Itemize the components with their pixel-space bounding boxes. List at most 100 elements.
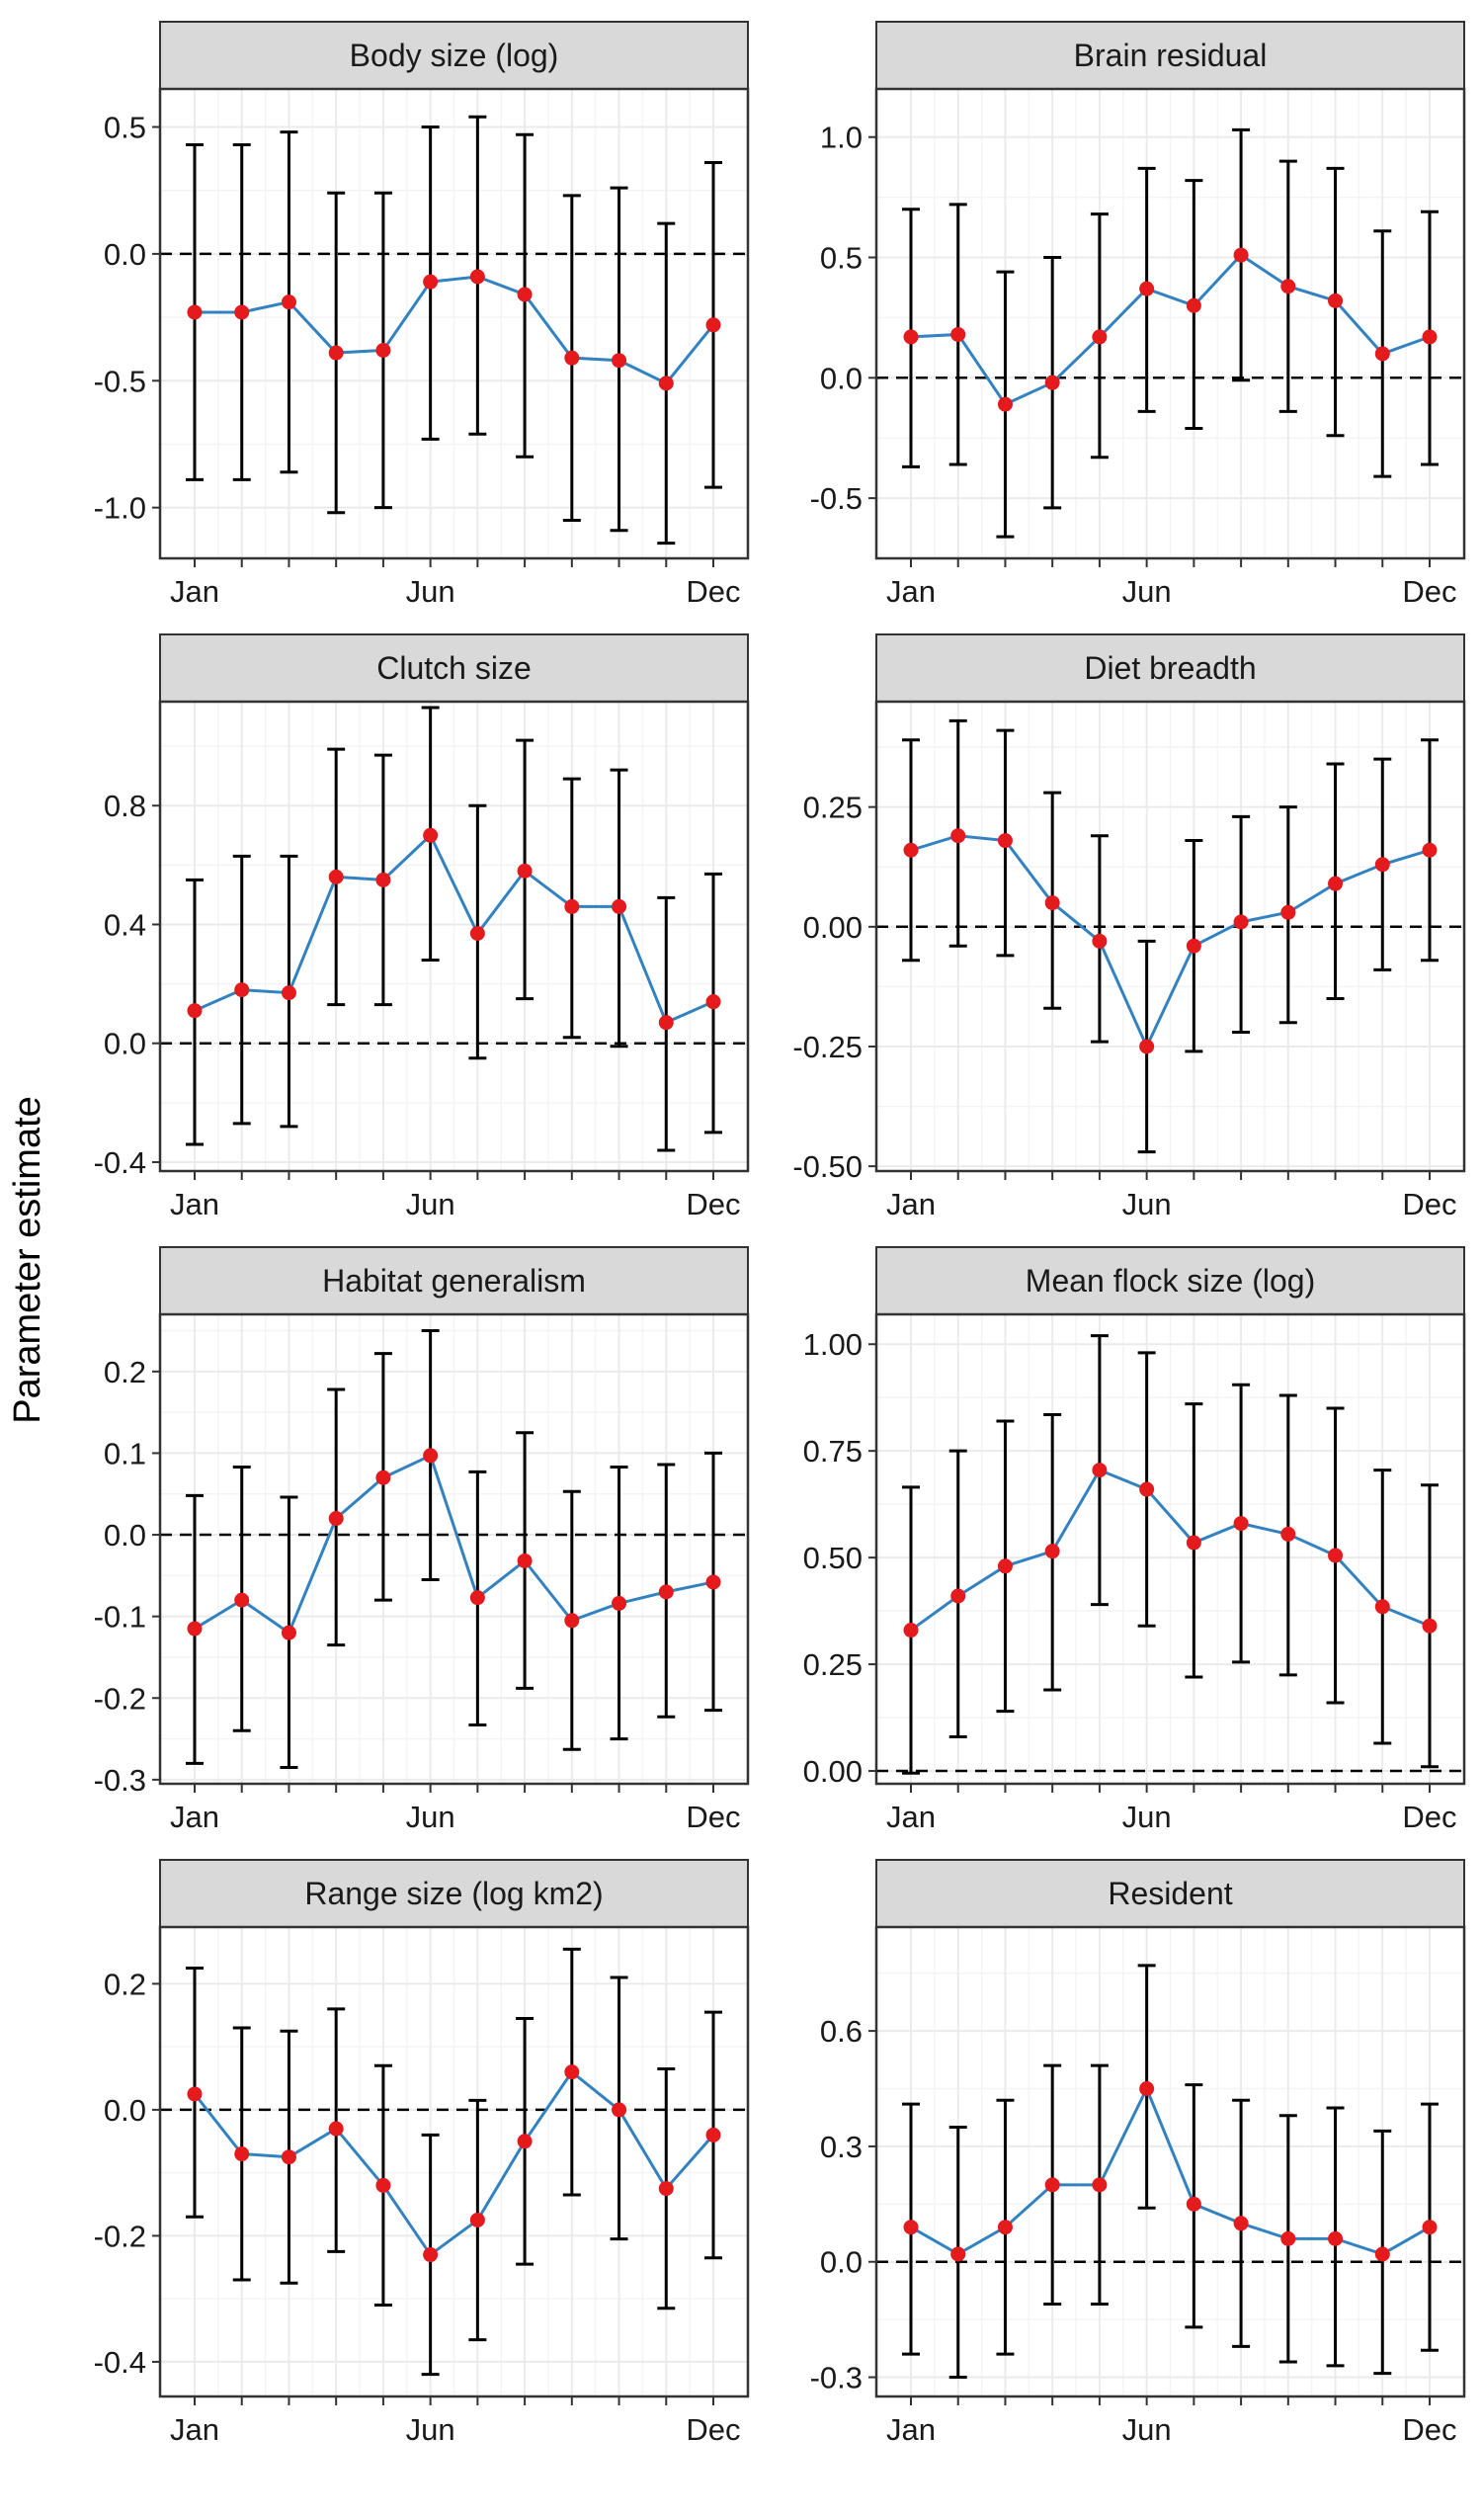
series-line	[910, 2084, 1431, 2256]
data-point	[187, 2086, 203, 2102]
data-point	[612, 1595, 627, 1611]
data-point	[1139, 1481, 1155, 1497]
y-tick-label: 0.0	[104, 1027, 146, 1061]
data-point	[469, 269, 485, 285]
x-tick-label: Jan	[170, 2412, 219, 2447]
data-point	[375, 1470, 391, 1485]
data-point	[564, 1613, 580, 1629]
data-point	[328, 869, 344, 884]
x-tick-label: Jun	[1122, 1800, 1172, 1834]
y-tick-label: -0.5	[94, 364, 146, 398]
data-point	[1328, 293, 1344, 308]
data-point	[903, 842, 919, 858]
facet-strip	[875, 1859, 1465, 1928]
data-point	[423, 274, 439, 290]
data-point	[1139, 1039, 1155, 1054]
data-point	[1328, 2230, 1344, 2246]
facet-strip	[159, 1859, 749, 1928]
data-point	[564, 898, 580, 914]
x-tick-label: Dec	[1402, 1800, 1456, 1834]
facet-panel: Body size (log) -1.0 -0.5 0.0 0.5 Jan Jun Dec	[94, 21, 750, 609]
facet-panel: Diet breadth -0.50 -0.25 0.00 0.25 Jan Jun Dec	[792, 633, 1466, 1221]
data-point	[1280, 904, 1296, 920]
data-point	[187, 1003, 203, 1019]
data-point	[469, 2212, 485, 2227]
data-point	[564, 2064, 580, 2080]
x-tick-label: Dec	[1402, 2412, 1456, 2447]
series-line	[910, 834, 1431, 1050]
x-tick-label: Dec	[686, 574, 740, 609]
x-tick-label: Jun	[1122, 2412, 1172, 2447]
data-point	[1233, 2216, 1249, 2231]
data-point	[903, 2220, 919, 2235]
data-point	[234, 2146, 250, 2162]
data-point	[517, 287, 533, 302]
data-point	[1186, 938, 1201, 954]
y-tick-label: 0.0	[104, 2093, 146, 2128]
data-point	[612, 898, 627, 914]
data-point	[1186, 297, 1201, 313]
data-point	[1328, 876, 1344, 891]
data-point	[658, 1584, 674, 1600]
data-point	[612, 353, 627, 369]
data-point	[375, 872, 391, 887]
data-point	[375, 2177, 391, 2193]
panel-border	[874, 700, 1466, 1173]
data-point	[1044, 895, 1060, 911]
data-point	[997, 1558, 1013, 1574]
x-tick-label: Jan	[886, 574, 936, 609]
data-point	[1233, 247, 1249, 263]
facet-panel: Resident -0.3 0.0 0.3 0.6 Jan Jun Dec	[810, 1859, 1466, 2447]
y-tick-label: -1.0	[94, 491, 146, 526]
data-point	[705, 317, 721, 333]
series-line	[195, 275, 715, 385]
data-point	[705, 994, 721, 1010]
data-point	[1092, 329, 1108, 345]
data-point	[1328, 1548, 1344, 1563]
y-tick-label: -0.3	[810, 2361, 863, 2395]
series-line	[193, 2069, 715, 2257]
data-point	[1186, 2196, 1201, 2212]
data-point	[328, 345, 344, 361]
data-point	[281, 2149, 296, 2165]
data-point	[997, 396, 1013, 412]
data-point	[328, 1511, 344, 1527]
data-point	[1374, 1599, 1390, 1615]
data-point	[950, 828, 966, 844]
data-point	[1139, 2081, 1155, 2097]
facet-title: Mean flock size (log)	[1026, 1263, 1315, 1299]
y-tick-label: 1.00	[803, 1327, 863, 1362]
data-point	[950, 2246, 966, 2262]
data-point	[705, 2127, 721, 2142]
data-point	[281, 1625, 296, 1640]
y-axis-label: Parameter estimate	[7, 1096, 48, 1424]
y-tick-label: 0.50	[803, 1541, 863, 1575]
data-point	[423, 1448, 439, 1464]
panel-border	[874, 1312, 1466, 1786]
data-point	[903, 329, 919, 345]
data-point	[1233, 1516, 1249, 1532]
y-tick-label: -0.2	[94, 1681, 146, 1716]
x-tick-label: Jan	[886, 2412, 936, 2447]
facet-strip	[875, 1246, 1465, 1315]
facet-panel: Habitat generalism -0.3 -0.2 -0.1 0.0 0.1 0.2 J…	[94, 1246, 750, 1834]
x-tick-label: Jan	[170, 574, 219, 609]
data-point	[1422, 842, 1438, 858]
x-tick-label: Jun	[406, 1187, 455, 1221]
data-point	[469, 925, 485, 941]
data-point	[281, 985, 296, 1001]
facet-panel: Mean flock size (log) 0.00 0.25 0.50 0.75 1.0…	[803, 1246, 1466, 1834]
y-tick-label: 0.3	[820, 2130, 863, 2164]
data-point	[187, 1621, 203, 1637]
data-point	[950, 1588, 966, 1604]
facet-panel: Range size (log km2) -0.4 -0.2 0.0 0.2 Jan Jun…	[94, 1859, 750, 2447]
data-point	[517, 863, 533, 879]
facet-strip	[875, 21, 1465, 90]
y-tick-label: -0.4	[94, 1145, 146, 1180]
y-tick-label: 0.8	[104, 789, 146, 823]
series-line	[194, 1453, 714, 1636]
data-point	[1186, 1535, 1201, 1551]
facet-title: Diet breadth	[1084, 650, 1256, 686]
data-point	[1092, 933, 1108, 949]
